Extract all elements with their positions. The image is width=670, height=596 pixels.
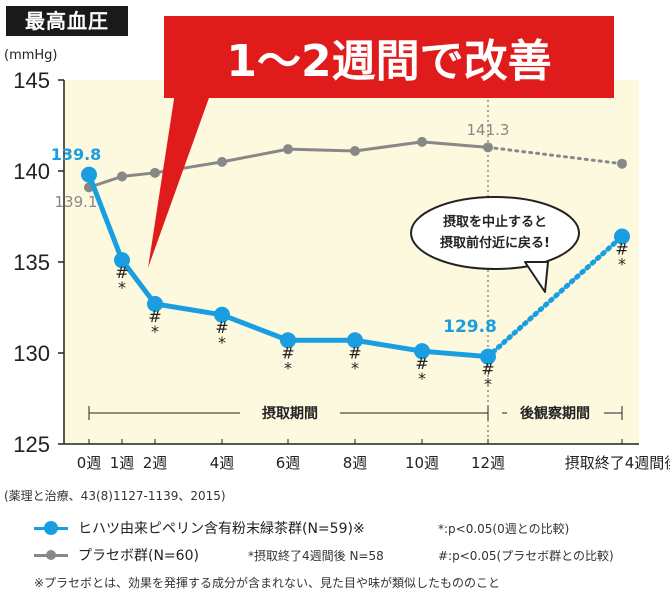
significance-mark: # — [215, 318, 228, 337]
significance-mark: * — [484, 375, 492, 394]
data-point — [617, 158, 627, 169]
y-tick-label: 145 — [13, 68, 50, 93]
legend-label-placebo: プラセボ群(N=60) — [78, 548, 199, 564]
data-point — [417, 136, 427, 147]
x-tick-label: 8週 — [343, 454, 368, 472]
significance-mark: # — [348, 343, 361, 362]
significance-mark: # — [615, 240, 628, 259]
x-tick-label: 10週 — [405, 454, 439, 472]
callout-bubble: 摂取を中止すると 摂取前付近に戻る! — [410, 196, 580, 293]
x-tick-label: 1週 — [110, 454, 135, 472]
data-point — [280, 332, 296, 349]
y-tick-label: 140 — [13, 159, 50, 184]
data-point — [414, 343, 430, 360]
significance-mark: * — [118, 278, 126, 297]
significance-mark: * — [151, 322, 159, 341]
data-point — [117, 171, 127, 182]
significance-mark: * — [418, 369, 426, 388]
legend-placebo-note: *摂取終了4週間後 N=58 — [248, 549, 384, 563]
banner: 1～2週間で改善 — [148, 16, 614, 268]
series-piperine — [81, 166, 630, 365]
data-label: 141.3 — [467, 121, 510, 139]
data-point — [214, 306, 230, 323]
significance-mark: # — [415, 354, 428, 373]
data-label: 129.8 — [443, 317, 497, 337]
data-point — [114, 252, 130, 269]
x-tick-label: 12週 — [471, 454, 505, 472]
significance-mark: # — [281, 343, 294, 362]
series-line — [88, 140, 489, 189]
data-point — [150, 167, 160, 178]
x-tick-label: 4週 — [210, 454, 235, 472]
x-tick-label: 0週 — [77, 454, 102, 472]
data-point — [81, 166, 97, 183]
period-bar: 摂取期間 後観察期間 — [88, 405, 623, 422]
footnote: ※プラセボとは、効果を発揮する成分が含まれない、見た目や味が類似したもののこと — [34, 576, 501, 590]
data-point — [483, 142, 493, 153]
significance-mark: * — [284, 358, 292, 377]
data-point — [147, 295, 163, 312]
axes: 125 130 135 140 145 0週 1週 2週 4週 6週 8週 10週 12週 摂取終了4週間… — [13, 68, 670, 472]
x-tick-label: 2週 — [143, 454, 168, 472]
legend-item-piperine: ヒハツ由来ピペリン含有粉末緑茶群(N=59)※ — [34, 518, 365, 538]
source-citation: (薬理と治療、43(8)1127-1139、2015) — [4, 489, 226, 503]
callout-line-2: 摂取前付近に戻る! — [440, 235, 550, 251]
x-tick-label: 摂取終了4週間後 — [565, 454, 670, 472]
significance-mark: # — [481, 360, 494, 379]
legend-label-piperine: ヒハツ由来ピペリン含有粉末緑茶群(N=59)※ — [78, 521, 365, 537]
note-star: *:p<0.05(0週との比較) — [438, 522, 570, 536]
data-point — [614, 228, 630, 245]
significance-mark: * — [618, 255, 626, 274]
significance-mark: # — [148, 307, 161, 326]
significance-mark: * — [218, 333, 226, 352]
data-point — [347, 332, 363, 349]
callout-line-1: 摂取を中止すると — [443, 214, 547, 230]
series-line-dotted — [485, 234, 625, 360]
chart-title: 最高血圧 — [6, 6, 128, 36]
data-point — [283, 144, 293, 155]
data-label: 139.1 — [55, 193, 98, 211]
series-line — [86, 173, 489, 360]
legend-swatch-gray — [34, 547, 68, 563]
y-tick-label: 135 — [13, 250, 50, 275]
period-label-observation: 後観察期間 — [520, 405, 590, 422]
series-line-dotted — [486, 145, 624, 166]
series-placebo — [84, 136, 627, 193]
data-point — [217, 156, 227, 167]
data-point — [480, 348, 496, 365]
x-tick-label: 6週 — [276, 454, 301, 472]
significance-mark: # — [115, 263, 128, 282]
note-hash: #:p<0.05(プラセボ群との比較) — [438, 549, 614, 563]
banner-text: 1～2週間で改善 — [226, 36, 551, 87]
plot-background — [64, 80, 639, 444]
data-point — [350, 145, 360, 156]
significance-mark: * — [351, 358, 359, 377]
y-tick-label: 130 — [13, 341, 50, 366]
data-label: 139.8 — [51, 145, 102, 164]
legend-swatch-blue — [34, 520, 68, 536]
period-label-intake: 摂取期間 — [262, 405, 318, 422]
y-tick-label: 125 — [13, 432, 50, 457]
y-axis-unit: (mmHg) — [4, 48, 58, 63]
legend-item-placebo: プラセボ群(N=60) — [34, 545, 199, 565]
